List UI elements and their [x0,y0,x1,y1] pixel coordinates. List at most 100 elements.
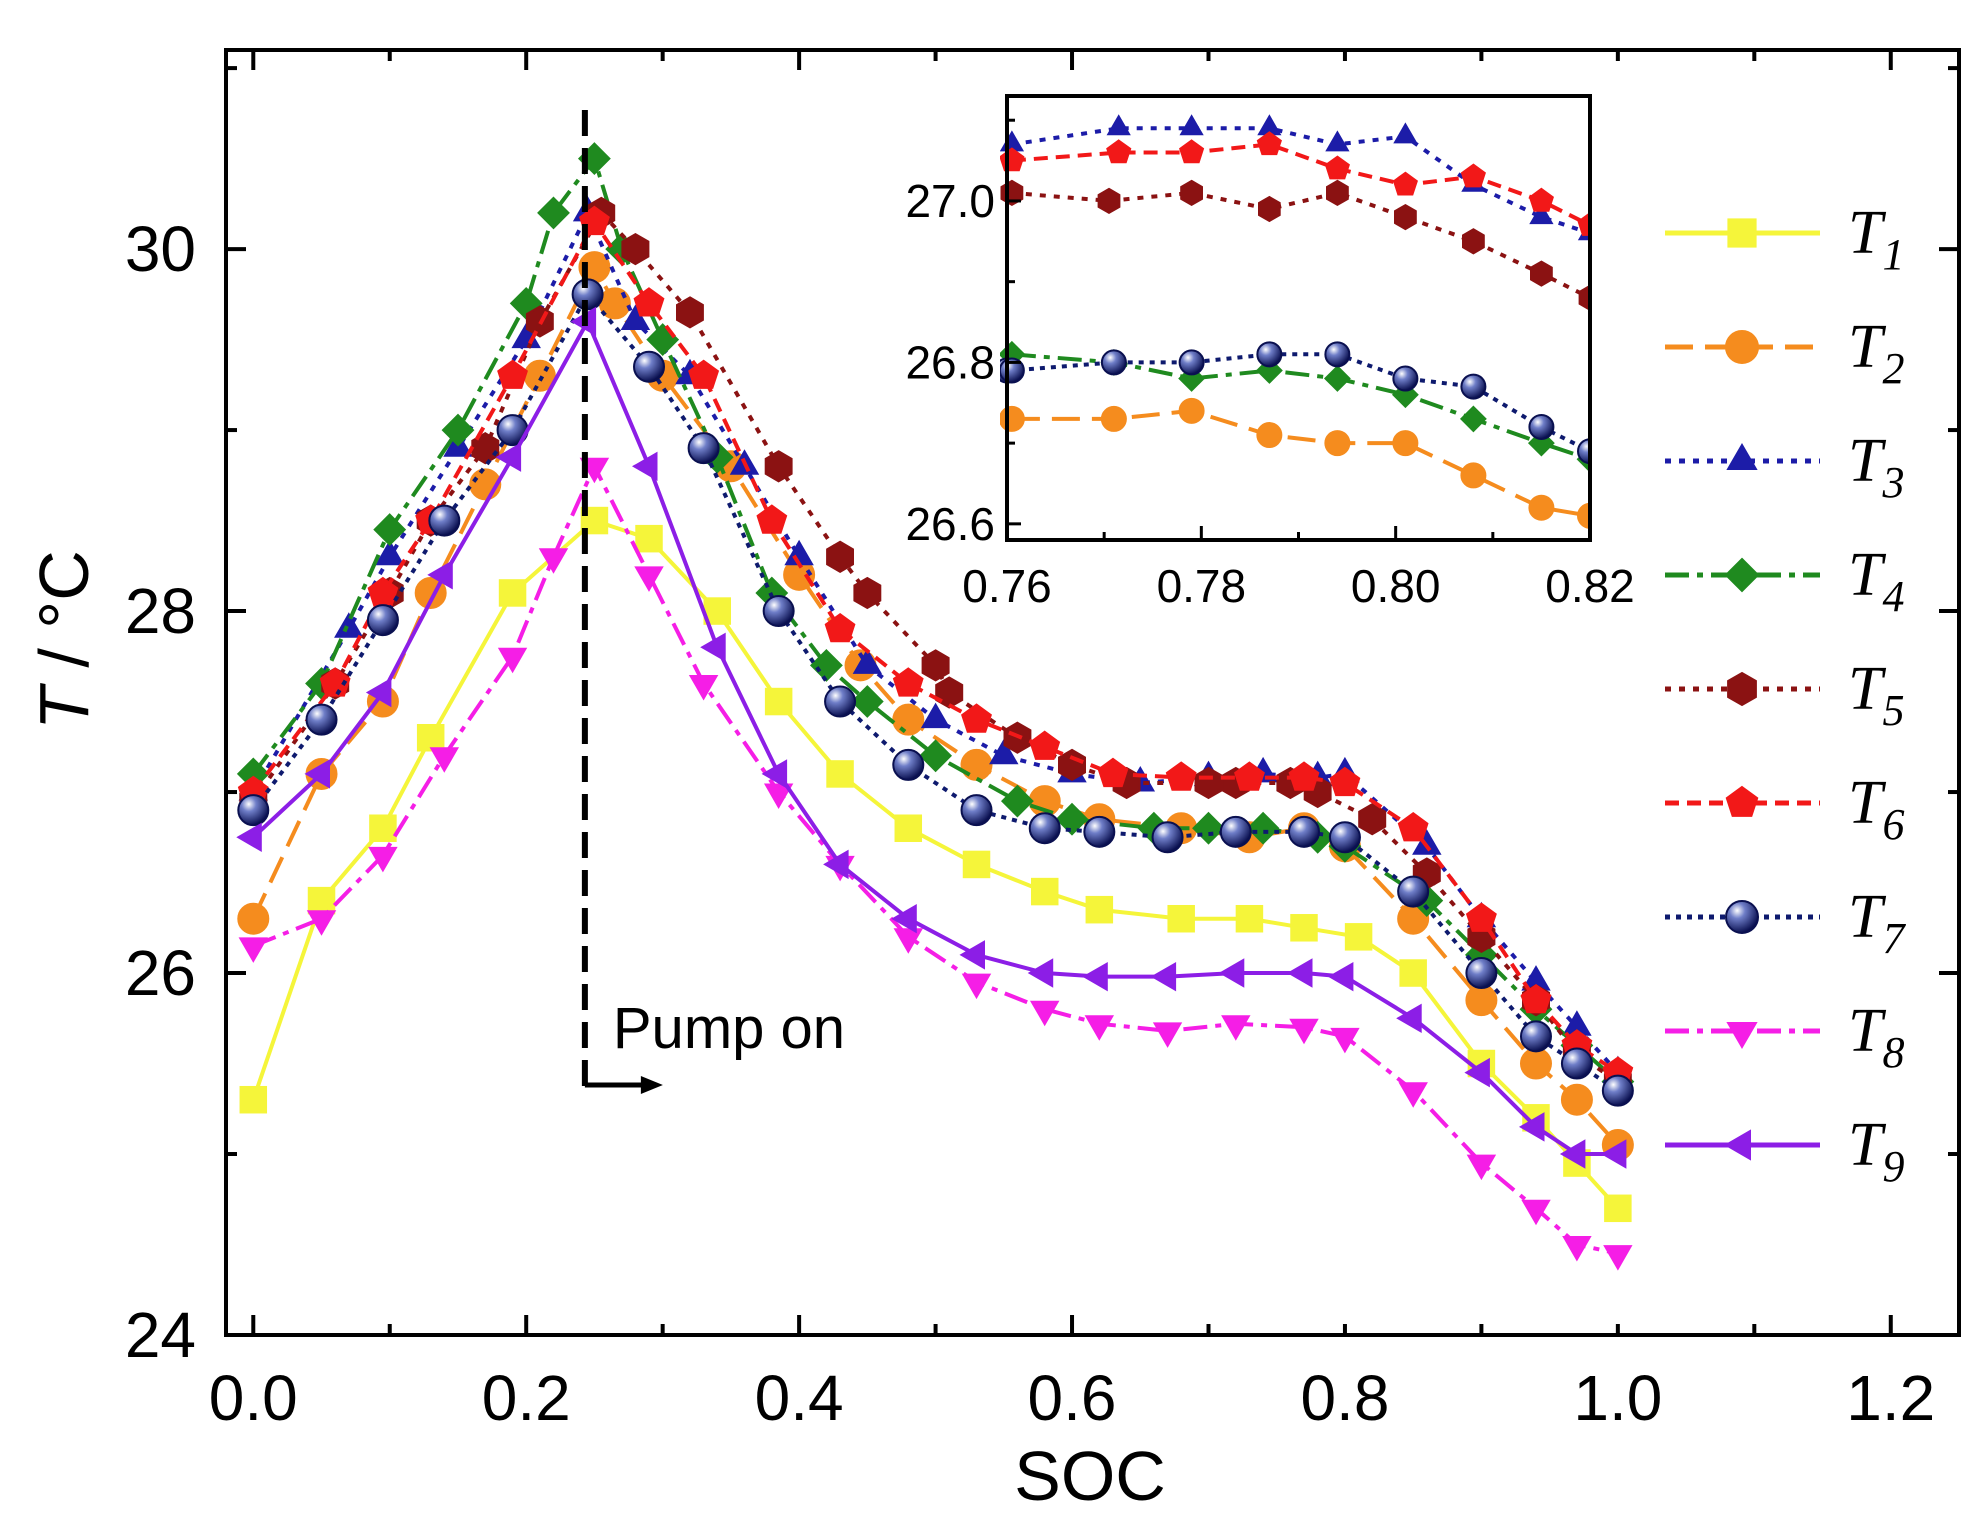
data-point-T7 [687,432,720,465]
inset-point-T6 [1179,139,1205,164]
data-point-T1 [239,1085,268,1114]
data-point-T4 [1055,802,1089,836]
inset-point-T6 [1106,139,1132,164]
y-tick-label: 24 [125,1299,196,1371]
inset-point-T2 [1178,397,1205,424]
data-point-T8 [1152,1022,1183,1048]
data-point-T7 [1219,815,1252,848]
data-point-T9 [632,451,658,482]
inset-point-T2 [1100,405,1127,432]
legend-marker [1727,671,1757,707]
data-point-T7 [960,794,993,827]
series-T1 [239,506,1632,1223]
legend-item-T3: T3 [1665,427,1904,507]
data-point-T1 [1344,923,1373,951]
data-point-T1 [894,814,923,842]
inset-series-T5 [1000,179,1590,311]
data-point-T4 [1192,811,1225,845]
inset-point-T5 [1258,195,1281,223]
legend-subscript: 1 [1882,230,1904,279]
series-line-T7 [251,292,1620,1093]
x-tick-label: 0.8 [1300,1362,1389,1434]
data-point-T5 [826,540,854,573]
data-point-T3 [989,738,1019,765]
x-tick-label: 0.4 [755,1362,844,1434]
data-point-T6 [1520,983,1552,1014]
data-point-T1 [1085,895,1114,924]
legend-symbol: T [1848,313,1887,381]
legend-item-T5: T5 [1665,655,1904,735]
inset-point-T5 [1097,187,1121,215]
data-point-T1 [962,850,991,879]
inset-point-T7 [1577,438,1590,465]
legend-label: T4 [1848,541,1904,621]
series-T8 [238,457,1633,1271]
data-point-T4 [1246,811,1280,845]
legend-label: T2 [1848,313,1904,393]
data-point-T8 [688,675,719,701]
data-point-T4 [646,323,680,357]
data-point-T4 [373,513,407,547]
inset-x-tick-label: 0.82 [1545,560,1635,612]
data-point-T8 [1398,1082,1428,1108]
inset-point-T2 [1000,405,1025,432]
legend-label: T1 [1848,199,1904,279]
legend-label: T9 [1848,1111,1904,1191]
data-point-T2 [960,748,993,781]
inset-point-T7 [1528,413,1555,440]
data-point-T3 [1412,829,1442,855]
data-point-T7 [1288,815,1321,848]
data-point-T5 [621,232,650,266]
legend-item-T1: T1 [1665,199,1904,279]
inset-series-T6 [1000,131,1590,236]
inset-point-T5 [1326,179,1349,207]
inset-x-tick-label: 0.78 [1157,560,1247,612]
data-point-T8 [961,973,992,1000]
data-point-T6 [1029,730,1061,760]
data-point-T1 [498,579,527,607]
legend-subscript: 9 [1882,1142,1904,1191]
data-point-T1 [635,524,663,553]
inset-point-T6 [1256,131,1282,156]
data-point-T6 [497,359,528,389]
data-point-T9 [495,442,522,472]
data-point-T7 [1465,957,1498,990]
data-point-T5 [921,649,950,682]
inset-point-T2 [1577,502,1590,529]
y-tick-label: 26 [125,937,196,1009]
data-point-T8 [1466,1154,1497,1181]
data-point-T7 [1328,821,1361,854]
data-point-T5 [471,432,500,465]
legend-label: T5 [1848,655,1904,735]
legend-subscript: 6 [1882,800,1904,849]
legend-symbol: T [1848,997,1887,1065]
data-point-T4 [1000,784,1034,818]
data-point-T7 [1028,812,1061,845]
x-axis-title: SOC [1014,1437,1166,1515]
data-point-T8 [1029,1000,1060,1027]
legend-label: T3 [1848,427,1904,507]
inset-point-T5 [1462,228,1485,255]
series-T7 [237,278,1634,1107]
data-point-T8 [1562,1236,1592,1262]
data-point-T9 [1327,961,1354,992]
inset-point-T2 [1460,462,1487,489]
data-point-T6 [688,359,720,389]
data-point-T3 [620,304,651,330]
legend-item-T6: T6 [1665,769,1904,849]
data-point-T9 [1287,958,1313,988]
inset-y-tick-label: 26.8 [905,336,995,388]
data-point-T8 [893,928,924,954]
data-point-T5 [676,296,704,329]
data-point-T7 [633,350,666,383]
legend-marker [1726,1022,1758,1049]
data-point-T6 [824,612,856,643]
data-point-T8 [1521,1199,1551,1226]
inset-point-T5 [1530,260,1553,287]
inset-point-T5 [1394,203,1417,231]
inset-point-T6 [1392,171,1418,196]
data-point-T7 [305,703,338,736]
x-tick-label: 0.2 [482,1362,571,1434]
